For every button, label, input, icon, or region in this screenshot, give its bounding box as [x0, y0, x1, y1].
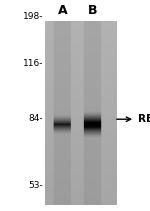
Text: B: B [88, 4, 98, 17]
Text: 53-: 53- [28, 181, 43, 190]
Text: 116-: 116- [22, 59, 43, 68]
Text: 198-: 198- [22, 12, 43, 21]
Text: A: A [58, 4, 68, 17]
Text: 84-: 84- [28, 114, 43, 123]
Text: RBBP8: RBBP8 [138, 114, 150, 124]
